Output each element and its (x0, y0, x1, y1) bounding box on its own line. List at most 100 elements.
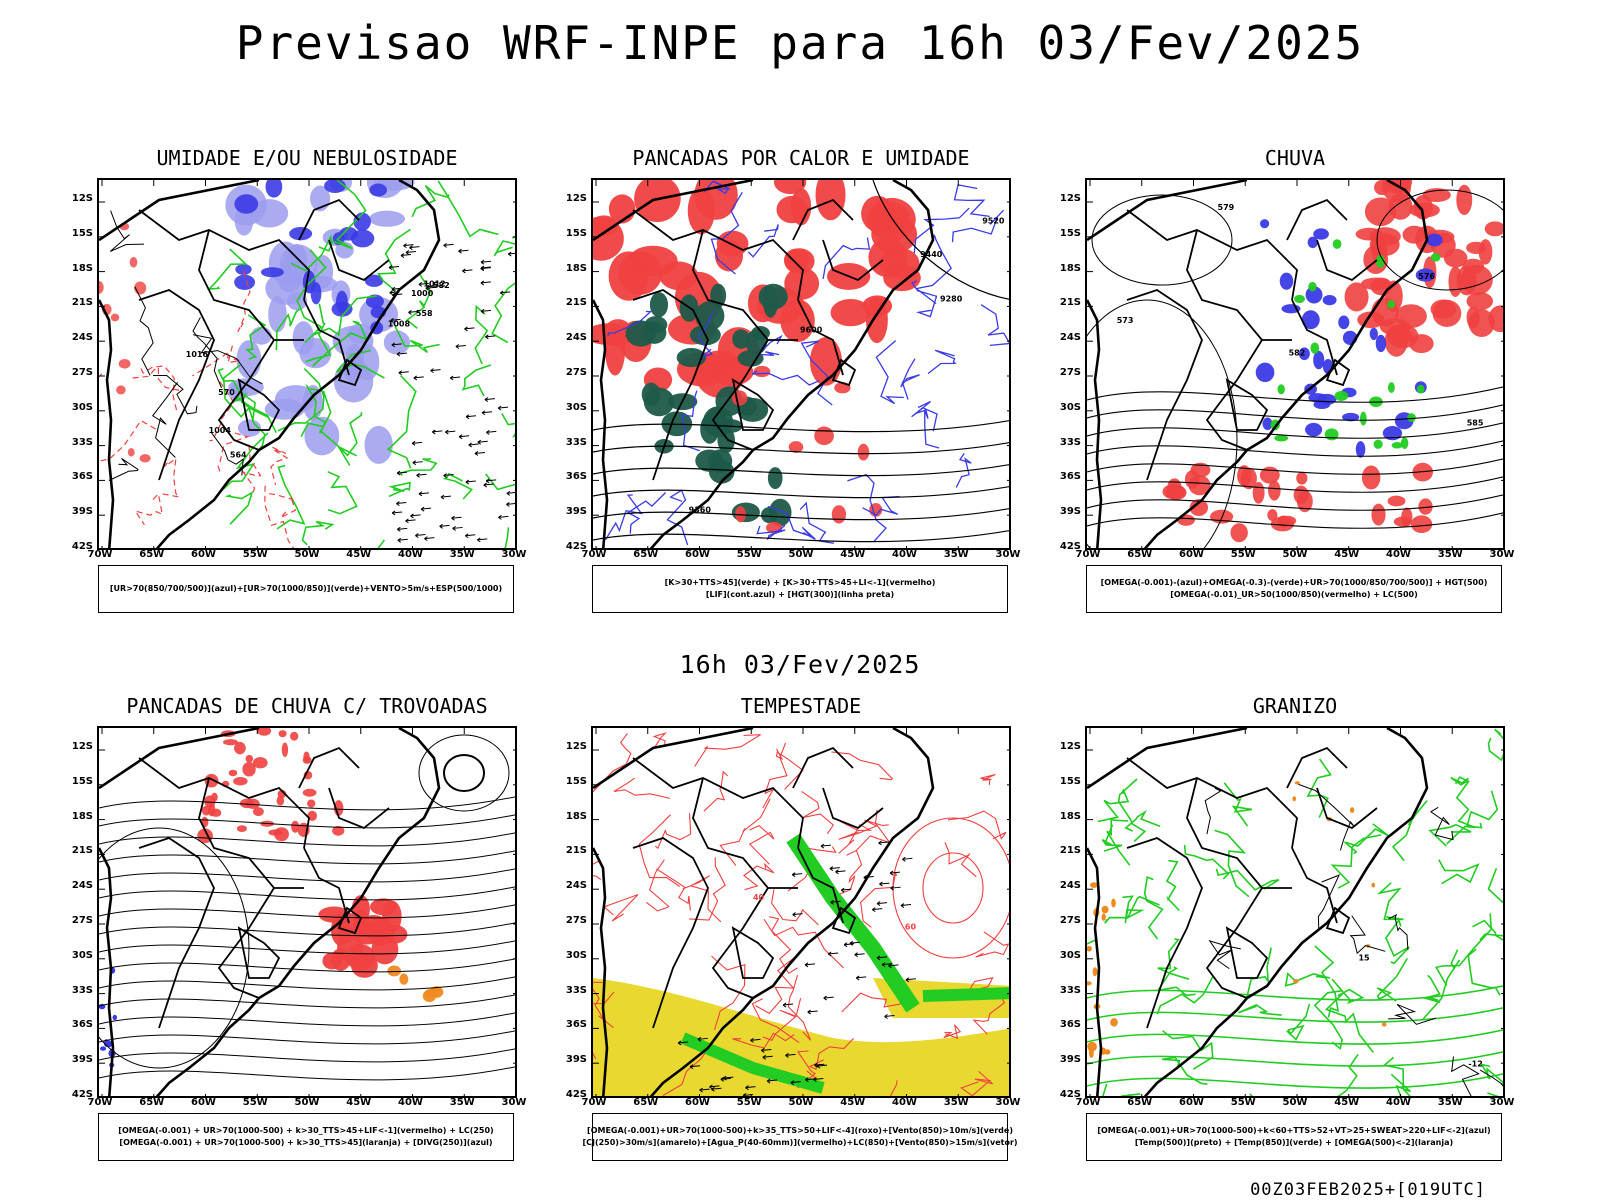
latitude-tick-label: 39S (565, 506, 587, 518)
latitude-tick-label: 21S (565, 297, 587, 309)
forecast-map: 40 60 (591, 726, 1011, 1098)
panel-title: PANCADAS DE CHUVA C/ TROVOADAS (126, 694, 488, 718)
latitude-tick-label: 12S (565, 741, 587, 752)
latitude-tick-label: 39S (1059, 506, 1081, 518)
longitude-tick-label: 70W (581, 1097, 607, 1108)
contour-label: 9520 (982, 216, 1005, 225)
panel-title: PANCADAS POR CALOR E UMIDADE (632, 146, 970, 170)
latitude-tick-label: 39S (71, 1054, 93, 1066)
contour-label: 558 (416, 309, 433, 318)
latitude-tick-label: 27S (565, 915, 587, 926)
longitude-tick-label: 70W (87, 1097, 113, 1108)
latitude-tick-label: 24S (71, 332, 93, 344)
panel-legend: [OMEGA(-0.001) + UR>70(1000-500) + k>30_… (98, 1113, 514, 1161)
contour-label: 1000 (411, 289, 434, 298)
coastline (1087, 180, 1429, 548)
latitude-tick-label: 12S (1059, 193, 1081, 204)
latitude-tick-label: 27S (1059, 915, 1081, 926)
latitude-tick-label: 36S (71, 471, 93, 483)
legend-line: [OMEGA(-0.001) + UR>70(1000-500) + k>30_… (119, 1138, 493, 1147)
latitude-tick-label: 39S (1059, 1054, 1081, 1066)
forecast-map: -12 15 (1085, 726, 1505, 1098)
latitude-tick-label: 27S (71, 367, 93, 378)
longitude-tick-label: 55W (736, 1097, 762, 1108)
longitude-tick-label: 60W (685, 1097, 710, 1108)
latitude-tick-label: 36S (1059, 1019, 1081, 1031)
latitude-tick-label: 33S (71, 436, 93, 448)
latitude-tick-label: 12S (1059, 741, 1081, 752)
latitude-tick-label: 21S (1059, 297, 1081, 309)
panel-title: GRANIZO (1252, 694, 1338, 718)
longitude-tick-label: 35W (449, 549, 475, 560)
latitude-tick-label: 42S (71, 541, 93, 552)
legend-line: [Temp(500)](preto) + [Temp(850)](verde) … (1134, 1138, 1454, 1147)
latitude-tick-label: 12S (565, 193, 587, 204)
latitude-tick-label: 18S (1059, 810, 1081, 822)
longitude-tick-label: 50W (1282, 549, 1308, 560)
longitude-tick-label: 60W (1179, 1097, 1204, 1108)
panel-legend: [K>30+TTS>45](verde) + [K>30+TTS>45+LI<-… (592, 565, 1008, 613)
longitude-tick-label: 50W (788, 1097, 814, 1108)
latitude-tick-label: 18S (565, 810, 587, 822)
latitude-tick-label: 15S (1059, 775, 1081, 787)
contour-label: 15 (1358, 953, 1370, 962)
longitude-tick-label: 60W (685, 549, 710, 560)
map-canvas: 582 585 579 576 573 (1087, 180, 1503, 548)
latitude-tick-label: 24S (1059, 332, 1081, 344)
coastline (593, 180, 935, 548)
longitude-tick-label: 35W (943, 1097, 969, 1108)
longitude-tick-label: 50W (1282, 1097, 1308, 1108)
latitude-tick-label: 33S (1059, 436, 1081, 448)
contour-label: 9280 (940, 295, 963, 304)
longitude-tick-label: 65W (1127, 549, 1153, 560)
contour-label: 582 (1289, 349, 1306, 358)
contour-label: 582 (433, 281, 450, 290)
latitude-tick-label: 18S (71, 262, 93, 274)
latitude-tick-label: 27S (565, 367, 587, 378)
latitude-tick-label: 27S (1059, 367, 1081, 378)
contour-label: 9600 (800, 325, 823, 334)
latitude-tick-label: 30S (1059, 401, 1081, 413)
legend-line: [OMEGA(-0.01)_UR>50(1000/850)(vermelho) … (1170, 590, 1418, 599)
longitude-tick-label: 45W (1334, 1097, 1360, 1108)
latitude-tick-label: 30S (565, 949, 587, 961)
latitude-tick-label: 42S (565, 1089, 587, 1100)
longitude-tick-label: 30W (501, 549, 527, 560)
longitude-tick-label: 45W (840, 1097, 866, 1108)
longitude-tick-label: 65W (633, 549, 659, 560)
latitude-tick-label: 33S (565, 984, 587, 996)
latitude-tick-label: 18S (565, 262, 587, 274)
longitude-tick-label: 70W (1075, 1097, 1101, 1108)
latitude-tick-label: 33S (1059, 984, 1081, 996)
contour-label: 40 (753, 893, 765, 902)
contour-label: 564 (230, 450, 247, 459)
latitude-tick-label: 36S (71, 1019, 93, 1031)
longitude-tick-label: 50W (294, 549, 320, 560)
latitude-tick-label: 21S (1059, 845, 1081, 857)
map-canvas: 40 60 (593, 728, 1009, 1096)
latitude-tick-label: 39S (71, 506, 93, 518)
longitude-tick-label: 30W (1489, 549, 1515, 560)
legend-line: [CJ(250)>30m/s](amarelo)+[Agua_P(40-60mm… (582, 1138, 1018, 1147)
legend-line: [LIF](cont.azul) + [HGT(300)](linha pret… (705, 590, 895, 599)
longitude-tick-label: 30W (1489, 1097, 1515, 1108)
latitude-tick-label: 24S (565, 332, 587, 344)
contour-label: 9440 (920, 250, 943, 259)
latitude-tick-label: 15S (1059, 227, 1081, 239)
longitude-tick-label: 55W (242, 1097, 268, 1108)
latitude-tick-label: 15S (565, 775, 587, 787)
longitude-tick-label: 65W (1127, 1097, 1153, 1108)
longitude-tick-label: 30W (995, 549, 1021, 560)
main-title: Previsao WRF-INPE para 16h 03/Fev/2025 (235, 16, 1365, 70)
contour-label: 573 (1117, 316, 1134, 325)
latitude-tick-label: 42S (1059, 1089, 1081, 1100)
longitude-tick-label: 70W (87, 549, 113, 560)
longitude-tick-label: 40W (398, 549, 423, 560)
legend-line: [OMEGA(-0.001)+UR>70(1000-500)+k>35_TTS>… (587, 1126, 1013, 1135)
longitude-tick-label: 55W (1230, 1097, 1256, 1108)
map-canvas: -12 15 (1087, 728, 1503, 1096)
contour-label: 60 (905, 923, 917, 932)
contour-label: -12 (1468, 1059, 1482, 1068)
latitude-tick-label: 36S (565, 471, 587, 483)
latitude-tick-label: 24S (565, 880, 587, 892)
